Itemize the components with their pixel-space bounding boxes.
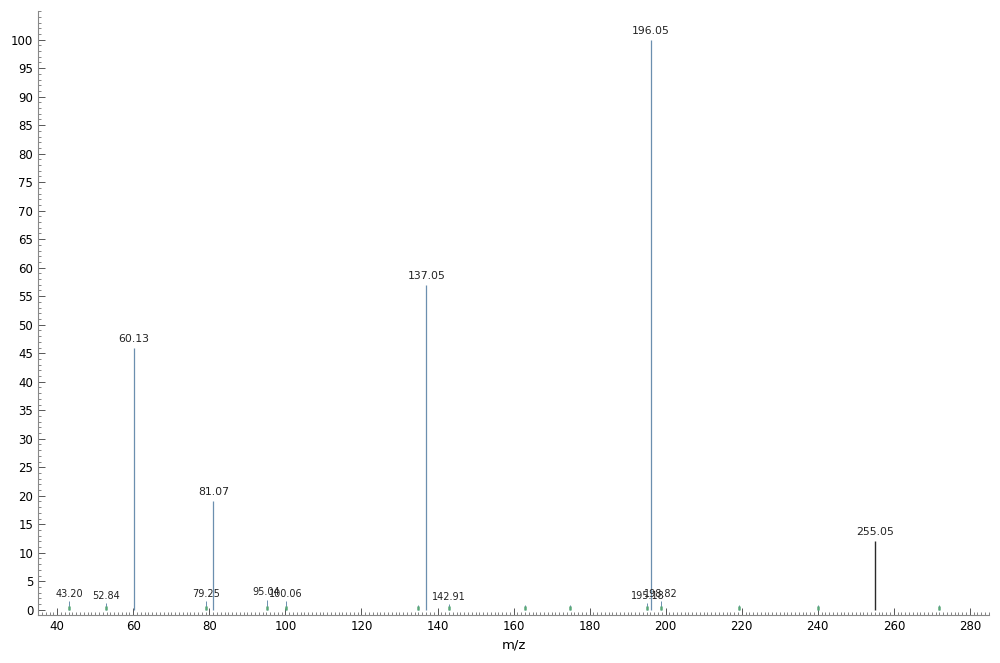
X-axis label: m/z: m/z bbox=[501, 639, 526, 652]
Text: 137.05: 137.05 bbox=[407, 271, 445, 281]
Text: 196.05: 196.05 bbox=[632, 26, 670, 36]
Text: 95.04: 95.04 bbox=[253, 587, 280, 597]
Text: 195.18: 195.18 bbox=[630, 591, 664, 601]
Text: 60.13: 60.13 bbox=[118, 333, 149, 343]
Text: 255.05: 255.05 bbox=[856, 527, 894, 537]
Text: 100.06: 100.06 bbox=[269, 589, 302, 599]
Text: 198.82: 198.82 bbox=[644, 589, 678, 599]
Text: 43.20: 43.20 bbox=[56, 589, 83, 599]
Text: 142.91: 142.91 bbox=[432, 592, 465, 602]
Text: 81.07: 81.07 bbox=[198, 487, 229, 497]
Text: 52.84: 52.84 bbox=[92, 591, 120, 601]
Text: 79.25: 79.25 bbox=[193, 589, 220, 599]
